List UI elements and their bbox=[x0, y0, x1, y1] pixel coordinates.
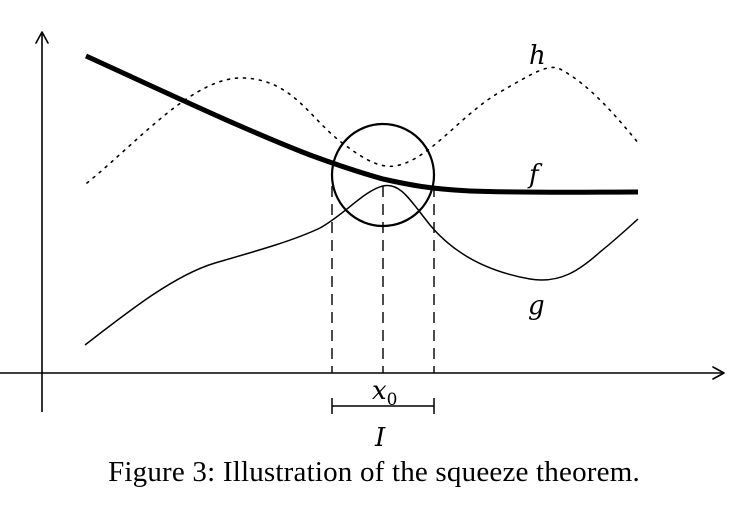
curve-f bbox=[84, 53, 639, 195]
label-h: h bbox=[529, 41, 546, 71]
figure-caption: Figure 3: Illustration of the squeeze th… bbox=[108, 456, 640, 488]
curve-g bbox=[84, 184, 639, 346]
label-x0: x0 bbox=[372, 376, 398, 410]
label-x0-subscript: 0 bbox=[387, 390, 398, 410]
curve-h bbox=[86, 66, 641, 184]
label-f: f bbox=[527, 160, 543, 190]
label-interval-I: I bbox=[374, 423, 386, 453]
label-g: g bbox=[528, 291, 545, 321]
label-x0-base: x bbox=[372, 376, 387, 406]
squeeze-point-circle bbox=[330, 122, 436, 228]
